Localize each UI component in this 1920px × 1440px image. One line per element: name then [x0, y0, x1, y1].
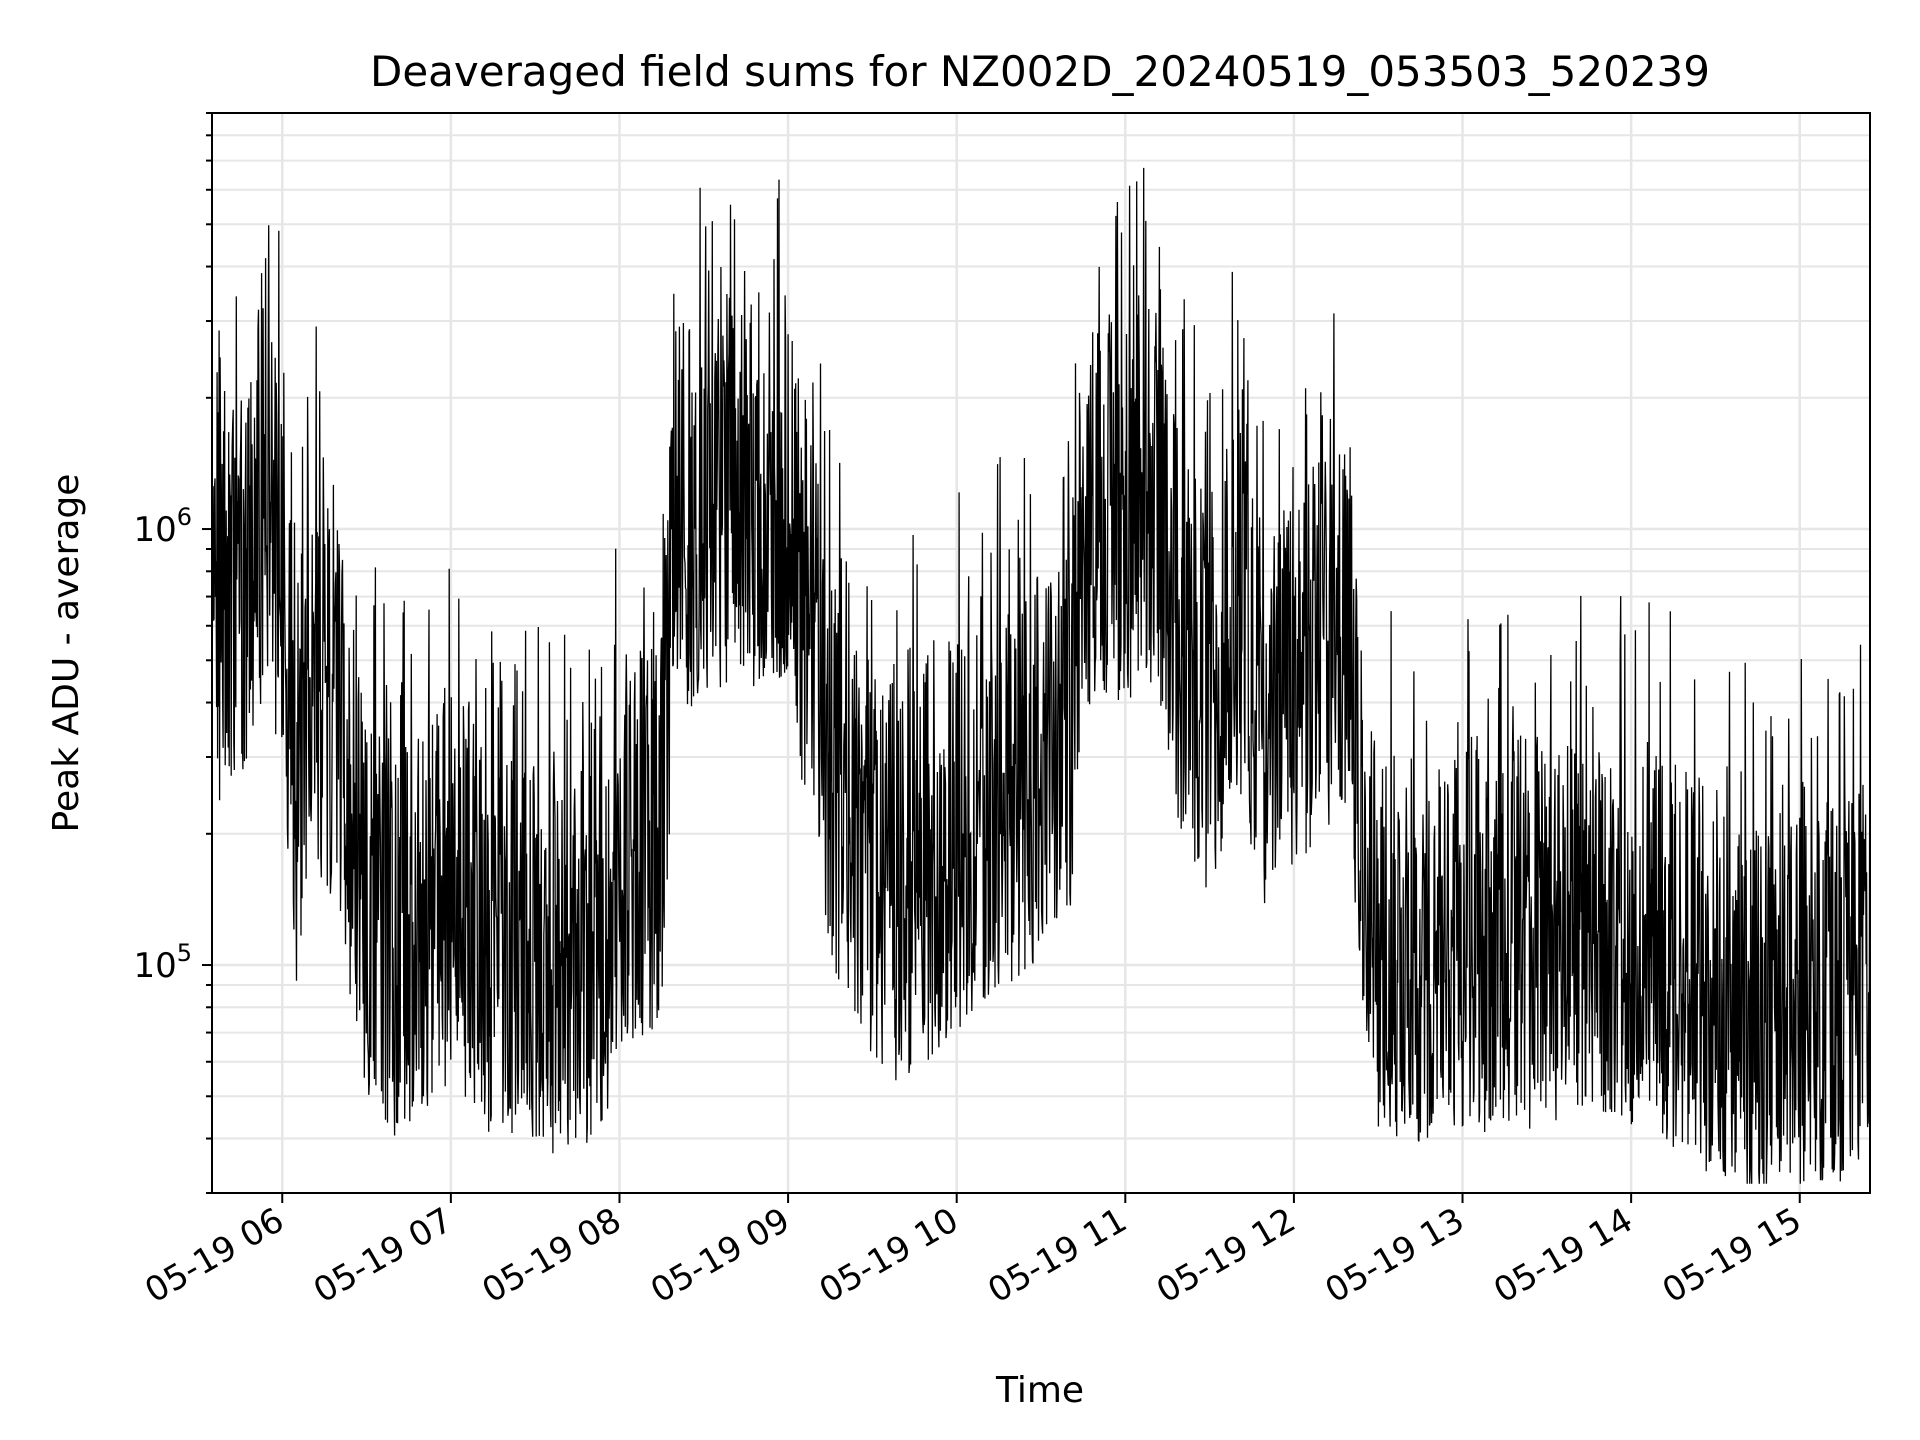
plot-frame — [211, 112, 1871, 1194]
y-axis-label: Peak ADU - average — [46, 474, 87, 833]
x-axis-label: Time — [995, 1370, 1084, 1411]
y-tick-label: 105 — [133, 939, 192, 986]
y-tick-label: 106 — [133, 503, 192, 550]
chart-title: Deaveraged field sums for NZ002D_2024051… — [370, 47, 1710, 96]
series-line-0 — [211, 167, 1871, 1184]
data-series — [211, 167, 1871, 1184]
